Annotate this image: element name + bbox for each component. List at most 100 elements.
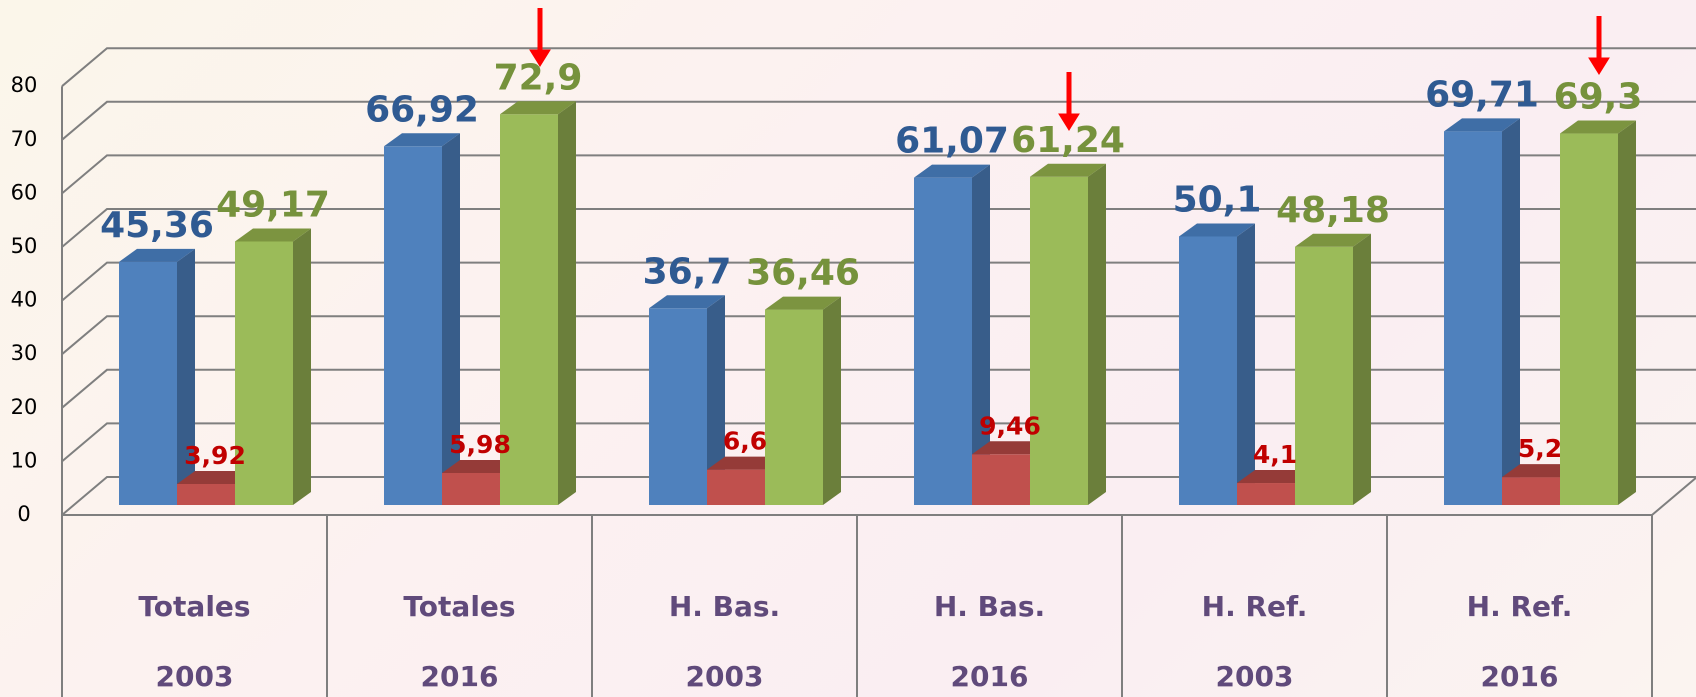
y-tick-label: 50 [11,234,38,258]
grid-line [61,422,1696,463]
data-label: 45,36 [100,205,214,246]
data-label: 4,1 [1253,440,1297,469]
bar [500,101,576,506]
bar [1560,133,1618,505]
data-label: 69,71 [1425,74,1539,115]
bar [765,309,823,505]
bar [972,454,1030,505]
y-tick-label: 0 [17,502,30,526]
bar [1295,246,1353,506]
data-label: 66,92 [365,89,479,130]
bar-top [1030,163,1106,177]
data-label: 61,07 [895,121,1009,162]
data-label: 5,98 [449,430,511,459]
bar [765,296,841,505]
bar [1030,176,1088,505]
bar-top [765,296,841,310]
bar [384,146,442,505]
bar-top [707,456,783,470]
x-tick-label: 2016 [951,660,1029,693]
x-tick-label: Totales [138,590,250,623]
bar-side [177,248,195,505]
bar [649,308,707,505]
x-tick-label: 2003 [1216,660,1294,693]
x-tick-label: 2016 [421,660,499,693]
x-tick-label: H. Ref. [1467,590,1573,623]
bar-top [1444,118,1520,132]
x-tick-label: 2003 [156,660,234,693]
bar-top [1560,120,1636,134]
bar [1502,477,1560,505]
bar-top [500,101,576,115]
bar-side [1618,120,1636,505]
bar-top [177,470,253,484]
bar [235,241,293,506]
y-tick-label: 80 [11,73,38,97]
data-label: 3,92 [184,441,246,470]
bar [914,177,972,505]
data-label: 72,9 [494,57,583,98]
bar-top [1237,470,1313,484]
bar [119,248,195,505]
grid-line [61,100,1696,141]
arrows [529,8,1610,131]
grid-line [61,368,1696,409]
bar-side [1502,118,1520,505]
x-tick-label: 2016 [1481,660,1559,693]
data-label: 36,7 [643,251,732,292]
bar-top [1295,233,1371,247]
bar [384,133,460,505]
arrow-head [529,49,551,67]
data-label: 36,46 [746,253,860,294]
data-label: 48,18 [1276,190,1390,231]
grid-line [61,315,1696,355]
bar-side [558,101,576,506]
bar-top [119,248,195,262]
grid-line [61,154,1696,195]
y-tick-label: 20 [11,395,38,419]
data-label: 6,6 [723,427,767,456]
y-tick-label: 10 [11,448,38,472]
bar [1179,236,1237,506]
bar [1560,120,1636,505]
bar-top [1179,223,1255,237]
bar [914,164,990,505]
y-tick-label: 60 [11,180,38,204]
bar-top [1502,464,1578,478]
arrow-head [1058,113,1080,131]
bar-side [823,296,841,505]
bar [1237,483,1295,505]
data-label: 5,2 [1518,434,1562,463]
bar [1444,118,1520,505]
bar-side [1088,163,1106,505]
grid-line [61,208,1696,248]
grid-line [61,261,1696,302]
bar [1030,163,1106,505]
data-label: 49,17 [216,184,330,225]
x-tick-label: 2003 [686,660,764,693]
bar-side [1237,223,1255,506]
y-tick-label: 40 [11,288,38,312]
bar [707,469,765,505]
x-tick-label: H. Ref. [1202,590,1308,623]
grid-line [61,47,1696,87]
data-label: 9,46 [979,411,1041,440]
bar-side [1353,233,1371,506]
y-tick-label: 30 [11,341,38,365]
x-tick-label: H. Bas. [669,590,780,623]
axes: 0 10 20 30 40 50 60 70 80 Totales 2003 Totales 2016 H… [11,47,1696,697]
bar [177,483,235,505]
bar [649,295,725,505]
bar-top [914,164,990,178]
bar [442,472,500,505]
x-tick-label: H. Bas. [934,590,1045,623]
data-label: 50,1 [1173,179,1262,220]
bar-top [235,228,311,242]
bar [500,114,558,506]
y-tick-label: 70 [11,127,38,151]
arrow-head [1588,57,1610,75]
bar-top [972,441,1048,455]
bar [1179,223,1255,506]
bar [119,261,177,505]
